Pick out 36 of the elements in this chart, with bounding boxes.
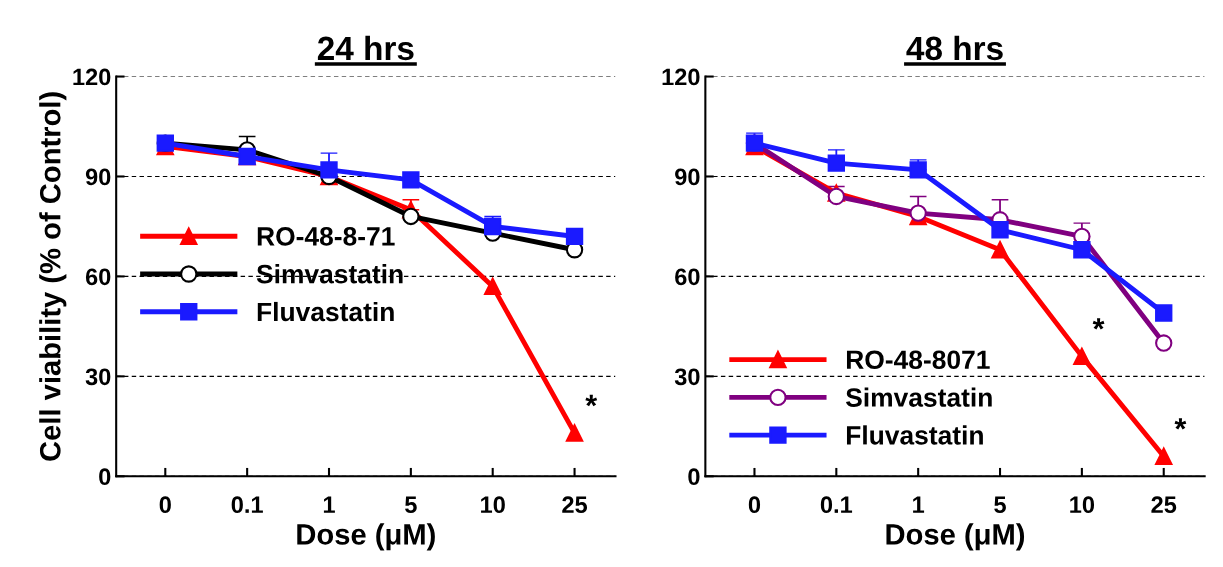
x-tick-label: 5: [405, 496, 417, 514]
y-tick-label: 30: [674, 368, 700, 386]
legend-label: RO-48-8-71: [257, 227, 395, 246]
x-tick-label: 25: [1151, 496, 1177, 514]
x-tick-label: 1: [913, 496, 925, 513]
chart-title: 48 hrs: [906, 35, 1003, 61]
x-tick-label: 0.1: [820, 496, 853, 514]
annotation: *: [1174, 418, 1187, 430]
x-axis-title: Dose (μM): [886, 523, 1025, 551]
legend-label: Simvastatin: [256, 264, 403, 284]
y-axis-title: Cell viability (% of Control): [39, 92, 67, 461]
x-tick-label: 10: [481, 496, 505, 514]
x-tick-label: 0: [159, 496, 171, 514]
y-tick-label: 120: [662, 68, 700, 86]
x-tick-label: 0.1: [231, 496, 263, 514]
legend-label: RO-48-8071: [846, 350, 990, 370]
y-tick-label: 90: [675, 168, 700, 186]
x-tick-label: 1: [323, 496, 335, 513]
y-tick-label: 60: [85, 268, 111, 286]
x-tick-label: 10: [1070, 496, 1095, 514]
y-tick-label: 30: [85, 368, 111, 386]
annotation: *: [585, 394, 598, 407]
y-tick-label: 0: [688, 468, 700, 486]
x-tick-label: 5: [994, 496, 1006, 514]
y-tick-label: 90: [85, 168, 111, 186]
annotation: *: [1092, 318, 1105, 330]
y-tick-label: 120: [73, 68, 111, 86]
y-tick-label: 0: [99, 468, 111, 486]
x-axis-title: Dose (μM): [297, 523, 435, 551]
legend-label: Fluvastatin: [257, 301, 394, 322]
legend-label: Fluvastatin: [846, 425, 983, 445]
chart-title: 24 hrs: [317, 35, 414, 61]
x-tick-label: 0: [748, 496, 761, 514]
x-tick-label: 25: [562, 496, 588, 514]
y-tick-label: 60: [675, 268, 700, 286]
legend-label: Simvastatin: [845, 387, 992, 407]
